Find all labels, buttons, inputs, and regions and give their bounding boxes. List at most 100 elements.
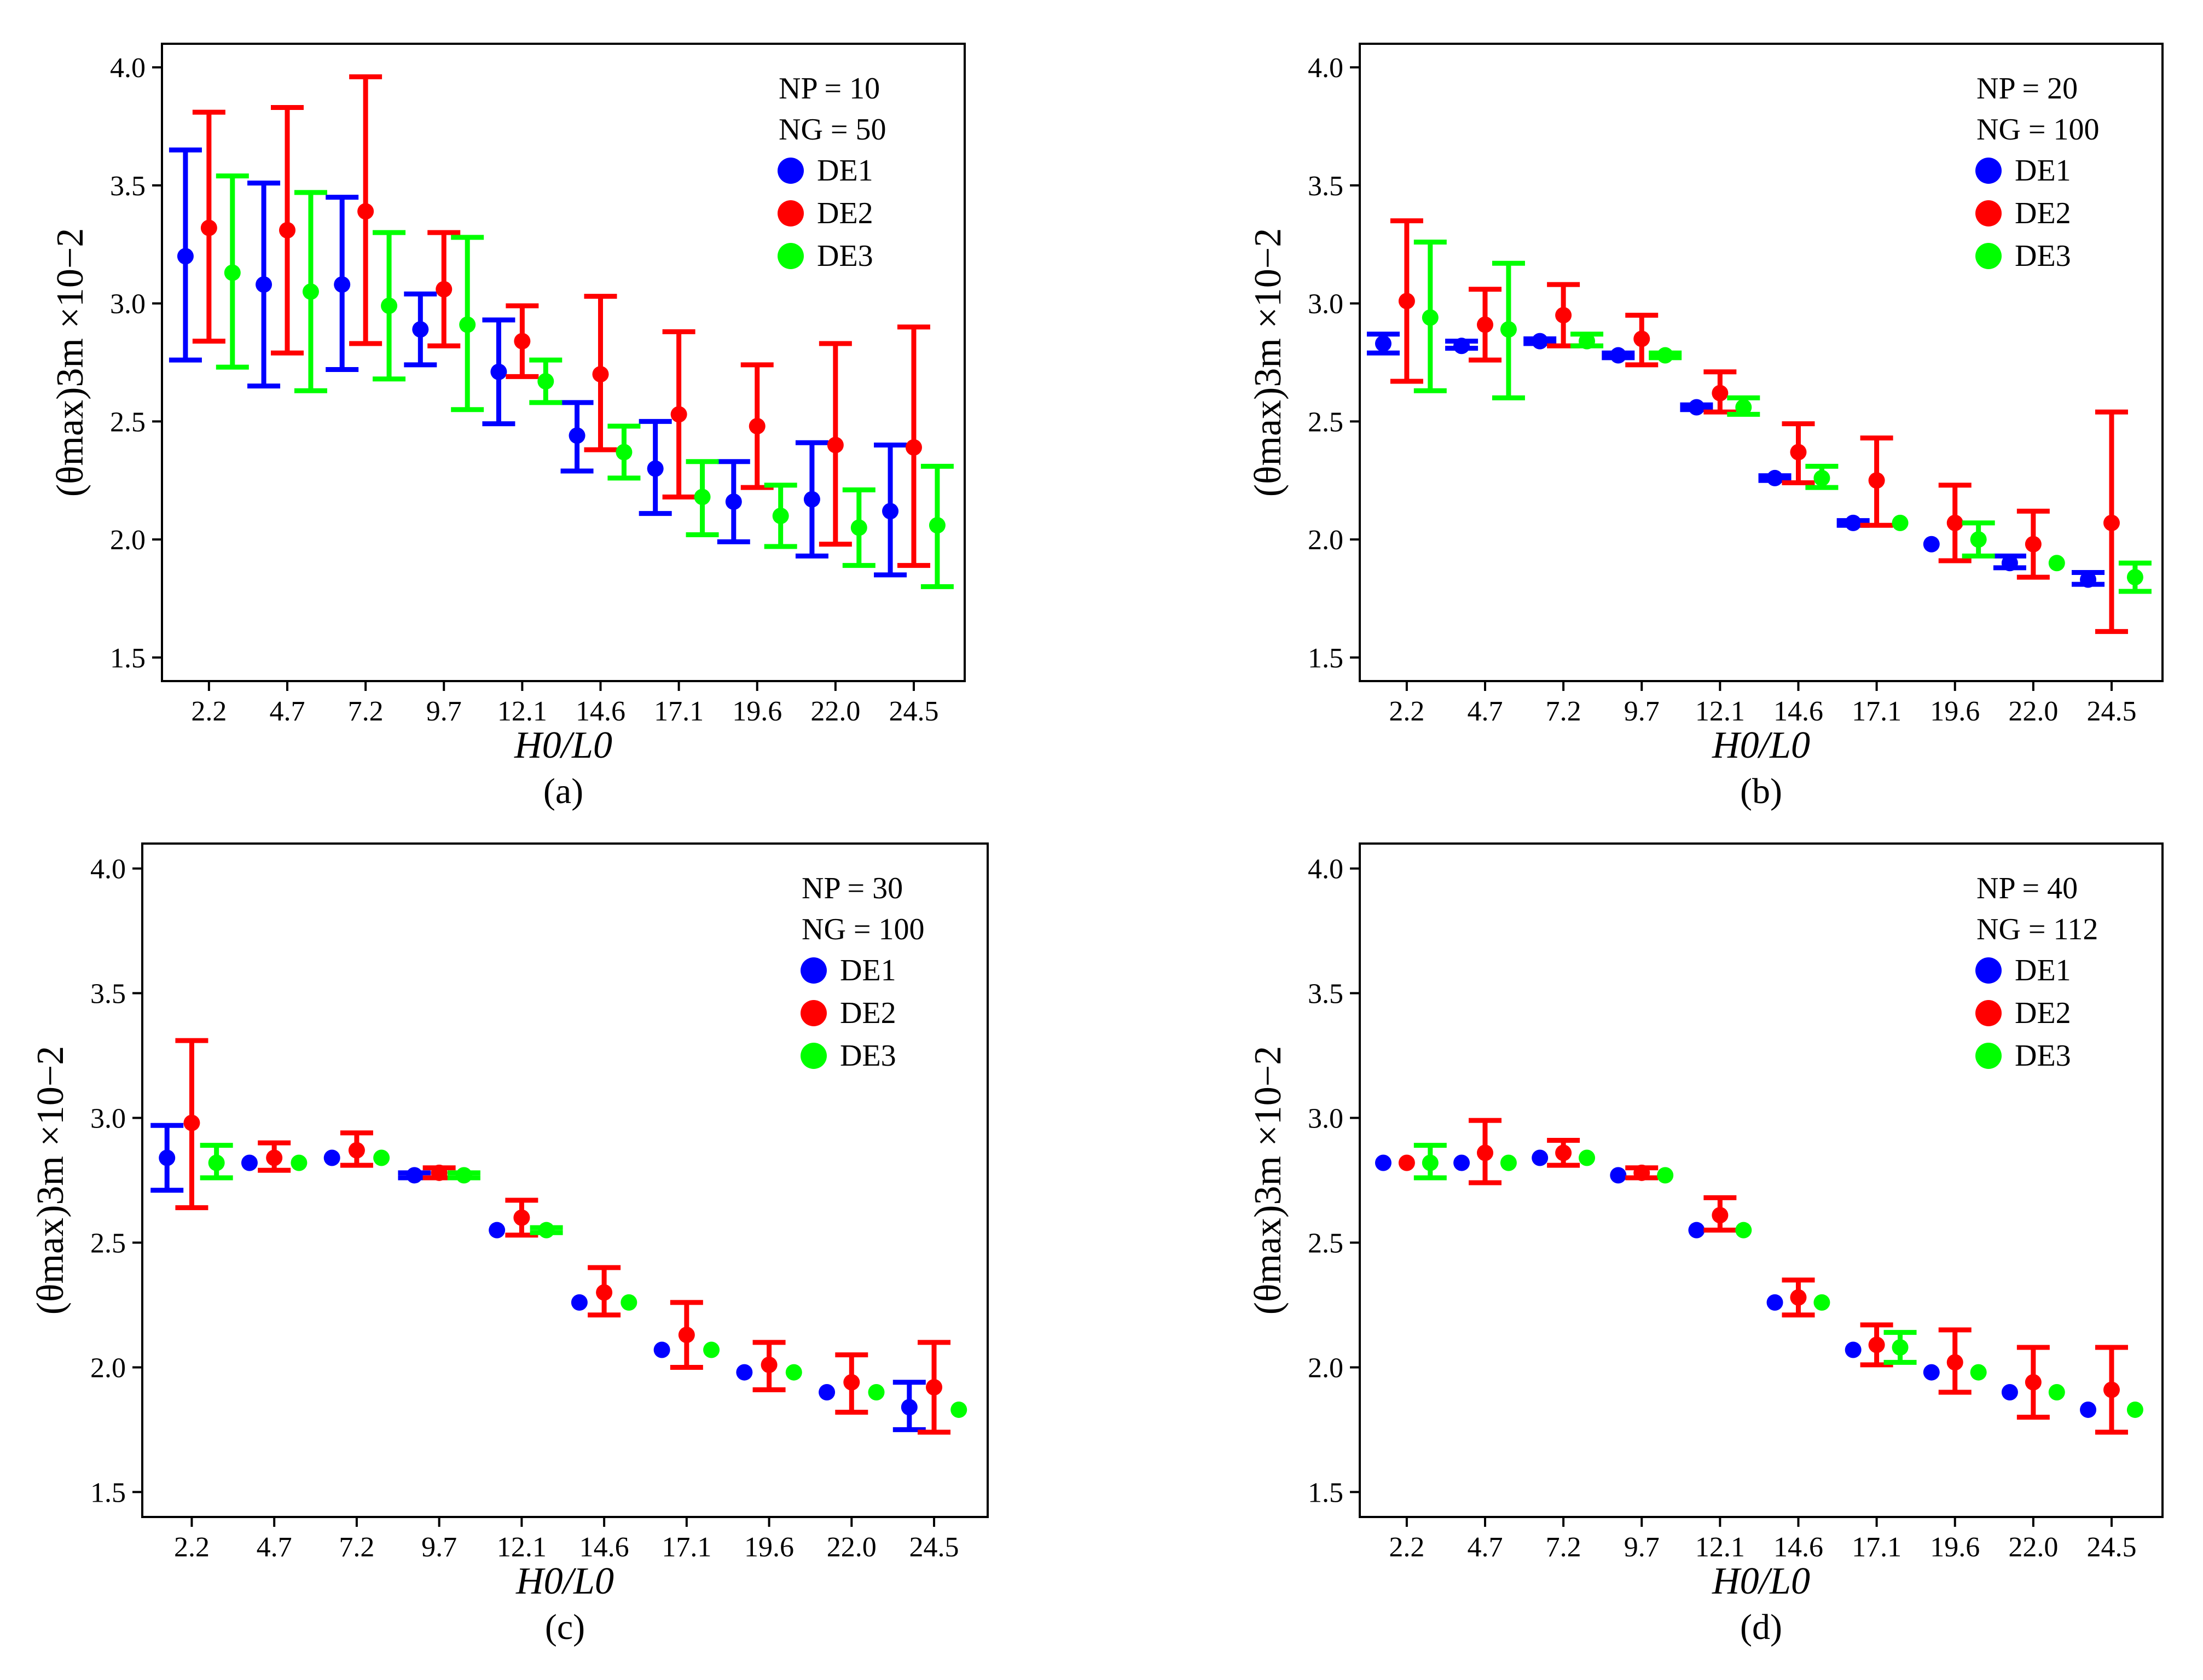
x-axis-label: H0/L0 <box>1712 1560 1810 1602</box>
data-point <box>159 1149 176 1166</box>
y-axis-label: (θmax)3m ×10−2 <box>30 1046 72 1315</box>
data-point <box>513 1209 530 1226</box>
series-de1 <box>1375 1149 2097 1418</box>
y-tick-label: 2.5 <box>1308 1228 1343 1259</box>
data-point <box>490 363 507 380</box>
data-point <box>2048 1384 2065 1401</box>
x-tick-label: 17.1 <box>662 1532 711 1563</box>
x-tick-label: 4.7 <box>257 1532 292 1563</box>
legend-label-de3: DE3 <box>2015 1039 2071 1073</box>
data-point <box>1375 335 1392 352</box>
panel-label: (b) <box>1740 771 1782 811</box>
data-point <box>1688 399 1705 416</box>
data-point <box>678 1327 695 1344</box>
series-de1 <box>150 1123 926 1432</box>
data-point <box>761 1356 778 1373</box>
data-point <box>868 1384 885 1401</box>
data-point <box>596 1284 613 1301</box>
y-tick-label: 2.5 <box>90 1228 126 1259</box>
y-axis-label: (θmax)3m ×10−2 <box>1247 1046 1289 1315</box>
series-de3 <box>200 1143 967 1418</box>
y-axis-label: (θmax)3m ×10−2 <box>1247 228 1289 497</box>
data-point <box>1923 536 1940 553</box>
data-point <box>926 1379 943 1396</box>
legend-label-de1: DE1 <box>2015 154 2071 188</box>
x-tick-label: 12.1 <box>1695 1532 1745 1563</box>
data-point <box>538 1222 555 1239</box>
data-point <box>1813 1294 1830 1311</box>
data-point <box>1712 385 1729 402</box>
data-point <box>819 1384 836 1401</box>
data-point <box>1946 514 1963 531</box>
data-point <box>621 1294 637 1311</box>
y-tick-label: 4.0 <box>1308 53 1343 84</box>
data-point <box>279 222 295 239</box>
legend-label-de3: DE3 <box>840 1039 896 1073</box>
x-tick-label: 9.7 <box>1624 1532 1660 1563</box>
series-de1 <box>1366 332 2105 588</box>
plot-frame <box>141 842 989 1518</box>
x-tick-label: 9.7 <box>426 696 462 727</box>
data-point <box>1688 1222 1705 1239</box>
legend-label-de2: DE2 <box>817 196 873 230</box>
series-de2 <box>175 1038 951 1435</box>
x-tick-label: 12.1 <box>497 1532 547 1563</box>
annotation-text: NP = 20 <box>1976 72 2078 106</box>
annotation-text: NG = 100 <box>1976 113 2099 147</box>
x-tick-label: 9.7 <box>421 1532 457 1563</box>
annotation-text: NP = 30 <box>802 871 903 905</box>
legend-label-de3: DE3 <box>817 239 873 273</box>
series-de2 <box>192 74 930 568</box>
data-point <box>1923 1364 1940 1381</box>
data-point <box>1735 399 1752 416</box>
data-point <box>803 491 820 508</box>
legend-label-de1: DE1 <box>817 154 873 188</box>
data-point <box>1555 307 1572 324</box>
y-tick-label: 3.0 <box>1308 289 1343 320</box>
data-point <box>1453 1154 1470 1171</box>
data-point <box>177 248 194 265</box>
data-point <box>1555 1144 1572 1161</box>
data-point <box>1532 1149 1549 1166</box>
data-point <box>459 316 476 333</box>
data-point <box>183 1114 200 1131</box>
y-tick-label: 2.0 <box>110 525 146 556</box>
data-point <box>431 1164 448 1181</box>
data-point <box>1892 514 1909 531</box>
x-tick-label: 24.5 <box>2086 1532 2136 1563</box>
y-tick-label: 2.5 <box>110 406 146 438</box>
legend-marker-de3 <box>1975 243 2002 269</box>
legend-label-de1: DE1 <box>2015 954 2071 987</box>
annotation-text: NG = 50 <box>779 113 886 147</box>
data-point <box>412 321 429 338</box>
series-de2 <box>1398 1118 2128 1435</box>
legend-marker-de1 <box>801 957 827 984</box>
data-point <box>843 1374 860 1391</box>
x-tick-label: 22.0 <box>810 696 860 727</box>
data-point <box>616 444 633 461</box>
x-tick-label: 17.1 <box>1852 696 1901 727</box>
data-point <box>2103 514 2120 531</box>
data-point <box>373 1149 390 1166</box>
x-tick-label: 19.6 <box>1930 1532 1980 1563</box>
data-point <box>200 219 217 236</box>
y-tick-label: 4.0 <box>1308 854 1343 885</box>
data-point <box>725 493 742 510</box>
x-tick-label: 24.5 <box>909 1532 959 1563</box>
data-point <box>2001 555 2018 572</box>
data-point <box>592 366 609 383</box>
data-point <box>436 281 453 298</box>
data-point <box>569 427 585 444</box>
annotation-text: NG = 112 <box>1976 912 2098 946</box>
data-point <box>1500 321 1517 338</box>
data-point <box>1868 1336 1885 1353</box>
data-point <box>357 203 374 220</box>
data-point <box>2048 555 2065 572</box>
x-tick-label: 7.2 <box>339 1532 374 1563</box>
data-point <box>1422 1154 1439 1171</box>
data-point <box>348 1142 365 1159</box>
y-tick-label: 3.5 <box>1308 979 1343 1010</box>
x-tick-label: 12.1 <box>497 696 547 727</box>
data-point <box>1946 1354 1963 1371</box>
